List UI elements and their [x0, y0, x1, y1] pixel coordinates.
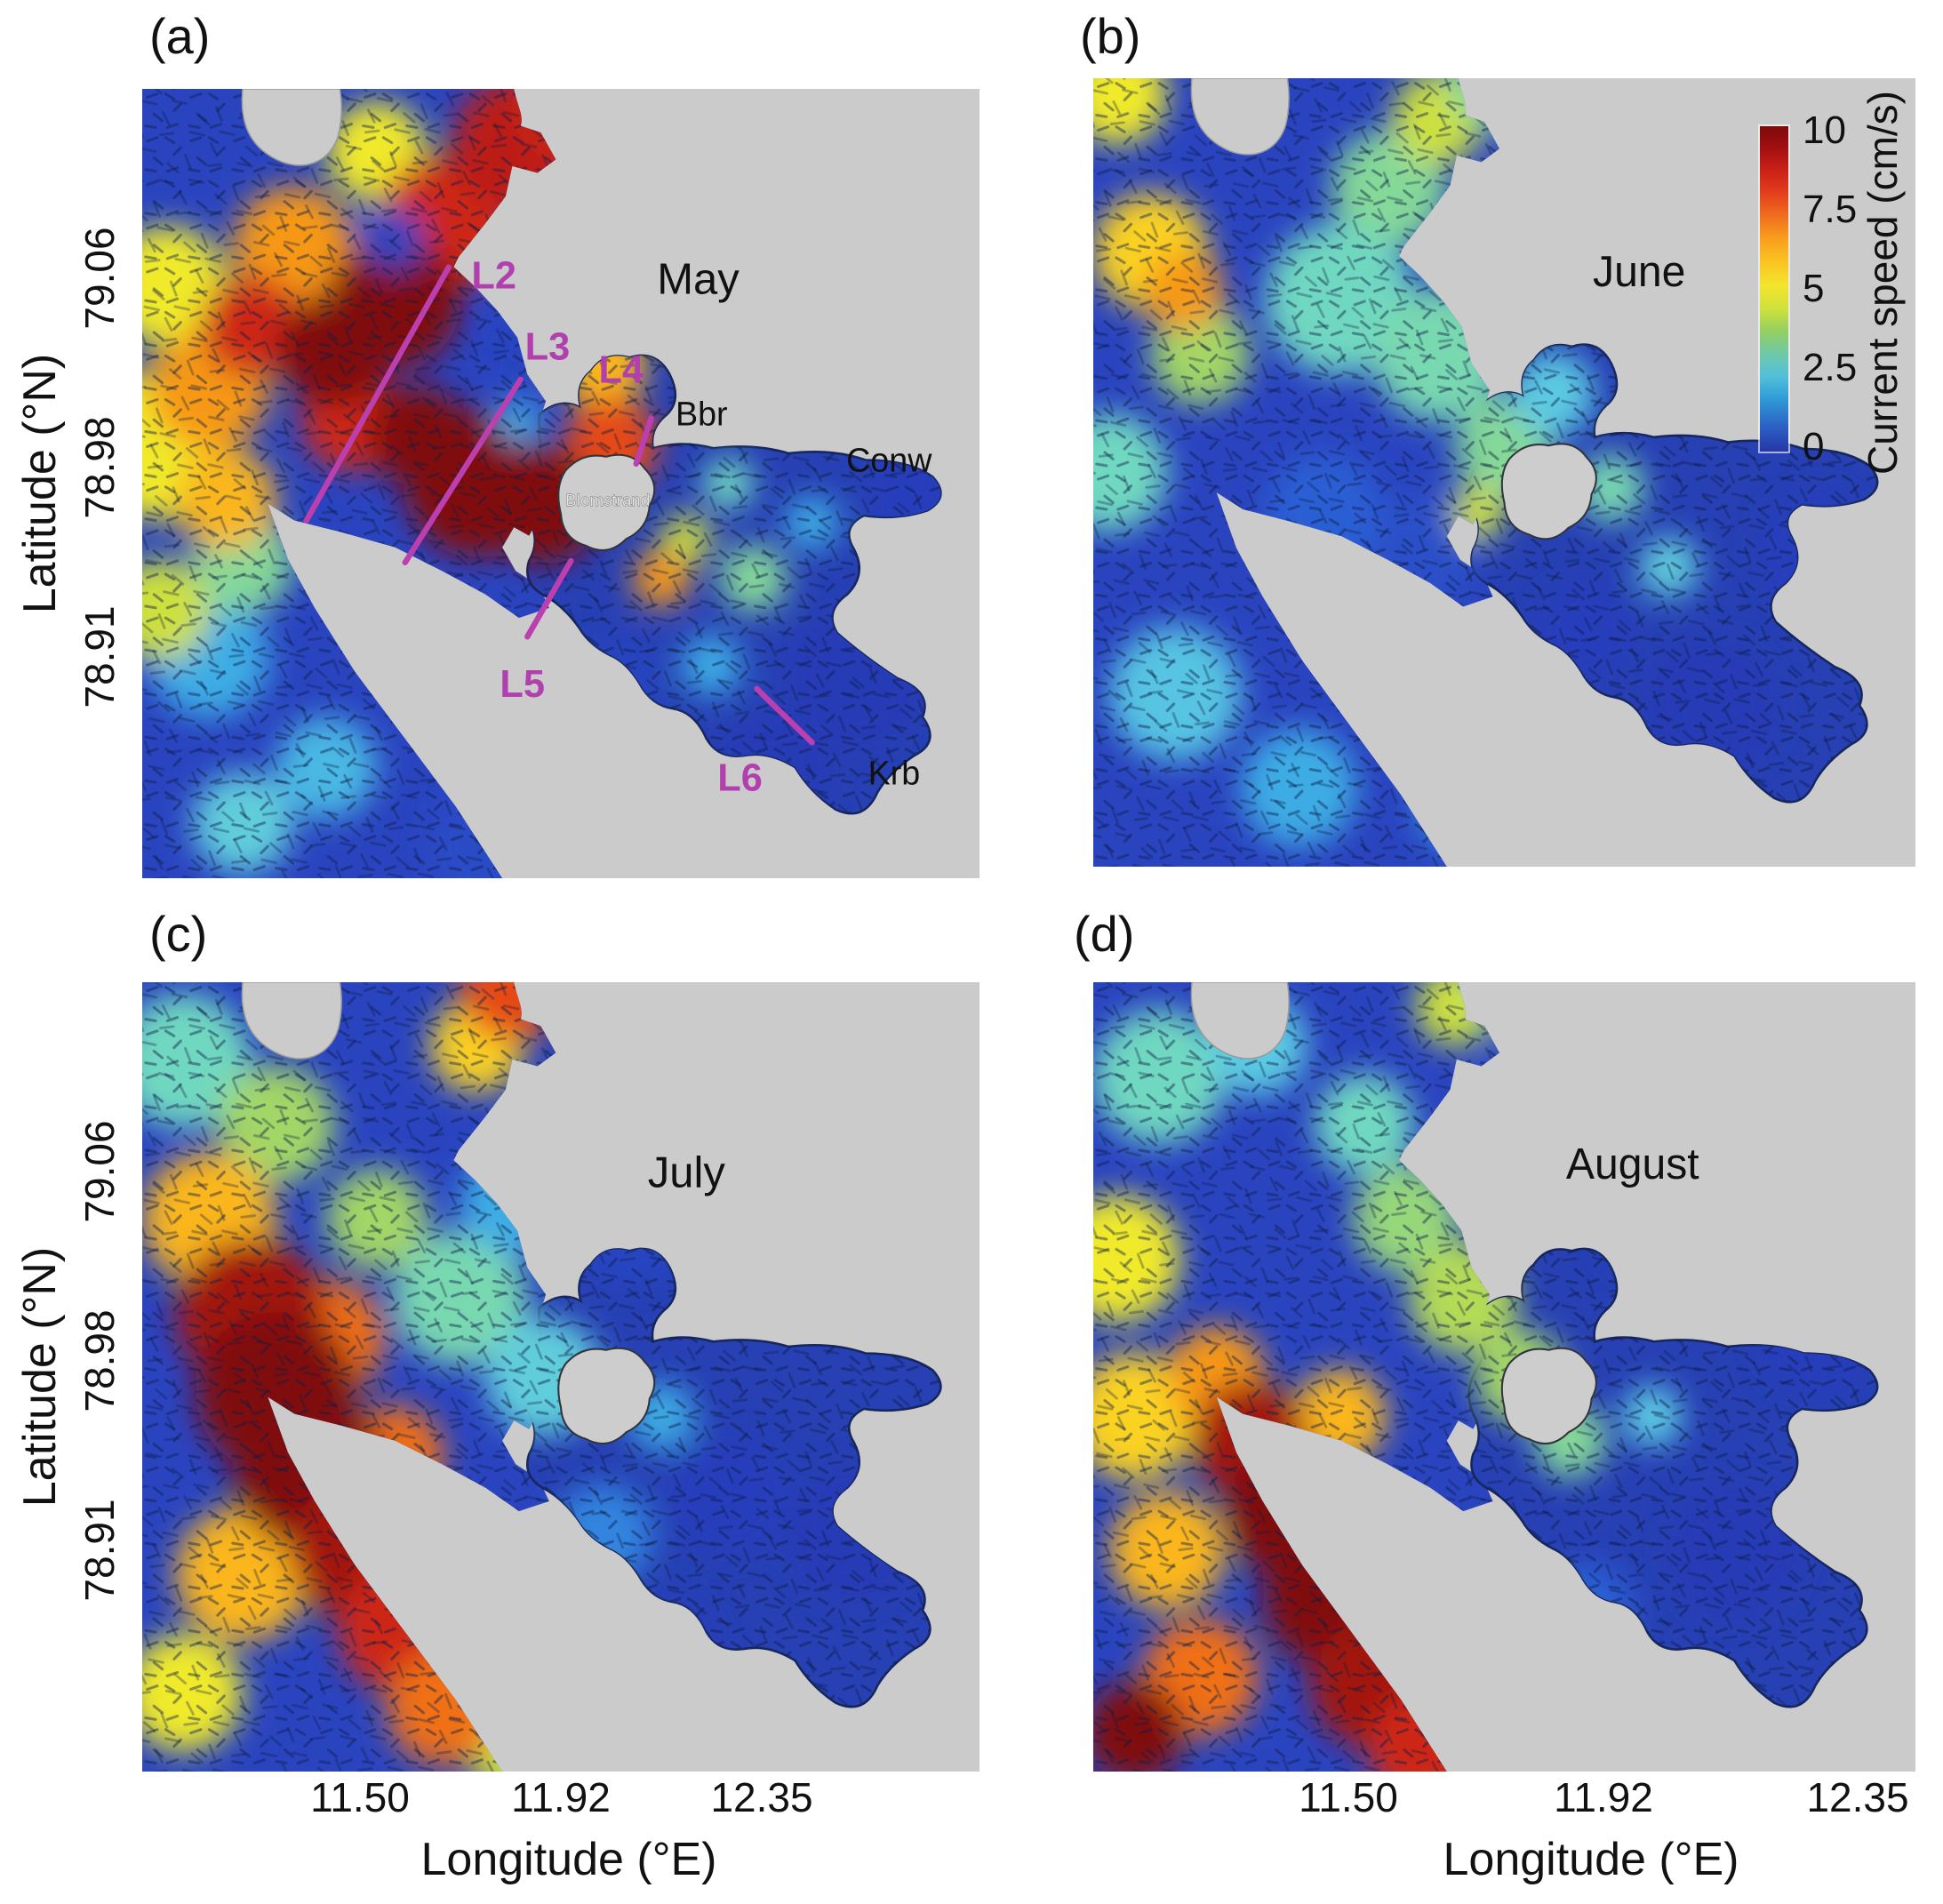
map-panel-july: July [142, 982, 979, 1772]
panel-letter-c: (c) [149, 906, 208, 962]
month-label-june: June [1593, 248, 1685, 297]
place-label-Conw: Conw [846, 442, 932, 479]
y-tick-79.06-top: 79.06 [76, 227, 123, 330]
transect-line-L4 [633, 415, 654, 468]
colorbar-label: Current speed (cm/s) [1859, 90, 1906, 476]
x-tick-11.50-c: 11.50 [310, 1774, 410, 1820]
place-label-Krb: Krb [868, 754, 921, 791]
colorbar-tick-5: 5 [1803, 267, 1825, 310]
y-axis-label-bottom: Latitude (°N) [14, 1246, 66, 1508]
transect-label-L2: L2 [471, 255, 516, 298]
x-tick-12.35-d: 12.35 [1806, 1774, 1909, 1820]
colorbar-tick-0: 0 [1803, 425, 1825, 468]
panel-letter-b: (b) [1080, 8, 1141, 64]
transect-line-L5 [524, 557, 574, 640]
panel-letter-d: (d) [1074, 906, 1135, 962]
y-tick-78.91-top: 78.91 [76, 605, 123, 708]
place-label-Bbr: Bbr [676, 395, 728, 432]
transect-line-L6 [754, 685, 815, 746]
y-tick-79.06-bottom: 79.06 [76, 1120, 123, 1223]
y-tick-78.91-bottom: 78.91 [76, 1499, 123, 1602]
month-label-july: July [648, 1148, 726, 1196]
panel-letter-a: (a) [149, 8, 211, 64]
x-tick-12.35-c: 12.35 [710, 1774, 813, 1820]
transect-line-L3 [402, 376, 524, 566]
colorbar [1760, 126, 1788, 452]
y-axis-label-top: Latitude (°N) [14, 353, 66, 614]
month-label-august: August [1566, 1140, 1699, 1189]
x-tick-11.92-c: 11.92 [511, 1774, 611, 1820]
x-tick-11.50-d: 11.50 [1299, 1774, 1398, 1820]
colorbar-tick-7.5: 7.5 [1803, 188, 1858, 231]
colorbar-tick-10: 10 [1803, 108, 1846, 152]
map-panel-june: June [1093, 78, 1915, 867]
y-tick-78.98-top: 78.98 [76, 416, 123, 519]
x-axis-label-d: Longitude (°E) [1443, 1834, 1739, 1885]
map-panel-august: August [1093, 982, 1915, 1772]
transect-label-L3: L3 [525, 326, 571, 369]
transect-label-L4: L4 [599, 348, 644, 391]
month-label-may: May [657, 255, 740, 303]
transect-label-L5: L5 [500, 663, 545, 706]
transect-line-L2 [303, 264, 452, 524]
place-label-Blomstrand: Blomstrand [565, 491, 650, 509]
x-tick-11.92-d: 11.92 [1554, 1774, 1653, 1820]
transect-label-L6: L6 [717, 756, 763, 799]
colorbar-tick-2.5: 2.5 [1803, 346, 1858, 389]
y-tick-78.98-bottom: 78.98 [76, 1309, 123, 1412]
x-axis-label-c: Longitude (°E) [420, 1834, 717, 1885]
map-panel-may: L2 L3 L4 L5 L6 Bbr Conw Krb Blomstrand May [142, 89, 979, 878]
